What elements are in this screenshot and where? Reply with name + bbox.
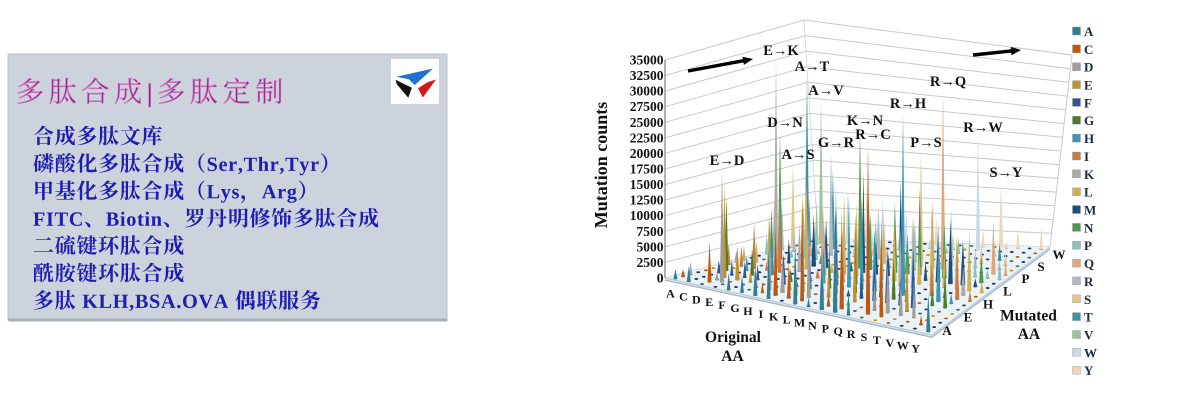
svg-text:T: T <box>1084 310 1093 325</box>
svg-text:Y: Y <box>911 342 920 356</box>
svg-text:20000: 20000 <box>630 146 664 161</box>
svg-text:N: N <box>808 318 817 332</box>
svg-text:D: D <box>1084 60 1093 75</box>
svg-text:S: S <box>861 330 868 344</box>
svg-text:F: F <box>718 298 725 312</box>
svg-text:W: W <box>1053 247 1066 262</box>
svg-text:W: W <box>1084 345 1097 360</box>
svg-text:0: 0 <box>657 271 664 286</box>
svg-text:A→T: A→T <box>795 59 830 75</box>
svg-text:E: E <box>705 295 713 309</box>
svg-text:D: D <box>692 292 701 306</box>
svg-text:L: L <box>1084 185 1093 200</box>
svg-text:F: F <box>1084 95 1092 110</box>
svg-text:E: E <box>964 310 973 325</box>
svg-text:K→N: K→N <box>847 113 884 129</box>
svg-text:N: N <box>1084 220 1094 235</box>
svg-text:R→H: R→H <box>890 96 927 112</box>
svg-text:H: H <box>1084 131 1094 146</box>
svg-text:M: M <box>1084 203 1096 218</box>
svg-text:Mutation counts: Mutation counts <box>591 102 611 229</box>
svg-text:K: K <box>769 310 779 324</box>
svg-text:R→W: R→W <box>963 120 1003 136</box>
svg-text:17500: 17500 <box>630 162 664 177</box>
svg-text:25000: 25000 <box>630 115 664 130</box>
svg-text:12500: 12500 <box>630 193 664 208</box>
svg-text:R→C: R→C <box>855 127 890 143</box>
svg-text:S: S <box>1037 259 1044 274</box>
svg-text:30000: 30000 <box>630 84 664 99</box>
svg-text:Q: Q <box>834 324 843 338</box>
svg-text:T: T <box>873 333 881 347</box>
svg-text:H: H <box>743 304 753 318</box>
svg-text:P: P <box>1022 271 1030 286</box>
svg-text:V: V <box>1084 328 1094 343</box>
svg-text:E→D: E→D <box>710 153 745 169</box>
svg-text:A: A <box>666 287 675 301</box>
svg-text:S→Y: S→Y <box>989 165 1023 181</box>
svg-text:C: C <box>1084 42 1093 57</box>
svg-text:R→Q: R→Q <box>930 74 966 90</box>
svg-text:H: H <box>983 297 993 312</box>
svg-text:G→R: G→R <box>818 135 855 151</box>
svg-text:P: P <box>822 321 829 335</box>
svg-text:W: W <box>897 339 909 353</box>
svg-text:Mutated: Mutated <box>1000 308 1057 325</box>
svg-text:Original: Original <box>705 329 762 346</box>
svg-text:5000: 5000 <box>637 239 664 254</box>
svg-text:E→K: E→K <box>763 43 799 59</box>
svg-text:A: A <box>1084 24 1094 39</box>
svg-text:K: K <box>1084 167 1095 182</box>
svg-text:10000: 10000 <box>630 208 664 223</box>
svg-text:R: R <box>1084 274 1094 289</box>
svg-text:I: I <box>758 307 763 321</box>
svg-text:7500: 7500 <box>637 224 664 239</box>
svg-text:A: A <box>942 323 952 338</box>
svg-text:M: M <box>794 316 805 330</box>
svg-text:A→V: A→V <box>808 83 844 99</box>
svg-text:L: L <box>1003 284 1012 299</box>
svg-text:C: C <box>679 289 688 303</box>
svg-text:L: L <box>783 313 791 327</box>
svg-text:Q: Q <box>1084 256 1094 271</box>
svg-text:P: P <box>1084 238 1092 253</box>
svg-text:D→N: D→N <box>767 115 803 131</box>
svg-text:S: S <box>1084 292 1091 307</box>
svg-text:I: I <box>1084 149 1089 164</box>
svg-text:32500: 32500 <box>630 68 664 83</box>
svg-text:G: G <box>1084 113 1094 128</box>
svg-text:22500: 22500 <box>630 130 664 145</box>
svg-text:E: E <box>1084 78 1093 93</box>
svg-text:Y: Y <box>1084 363 1094 378</box>
svg-text:15000: 15000 <box>630 177 664 192</box>
svg-text:35000: 35000 <box>630 53 664 68</box>
svg-text:G: G <box>730 301 739 315</box>
svg-text:V: V <box>885 336 894 350</box>
svg-text:AA: AA <box>1018 326 1041 343</box>
svg-text:AA: AA <box>721 348 744 365</box>
svg-text:A→S: A→S <box>781 147 814 163</box>
svg-text:27500: 27500 <box>630 99 664 114</box>
svg-text:2500: 2500 <box>637 255 664 270</box>
svg-text:P→S: P→S <box>910 135 941 151</box>
svg-text:R: R <box>847 327 856 341</box>
